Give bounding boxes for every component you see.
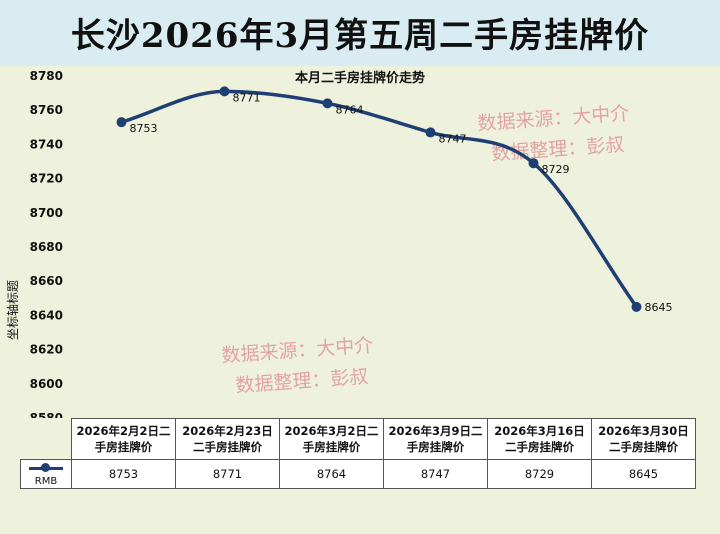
legend-label: RMB — [34, 476, 58, 487]
y-tick-label: 8700 — [30, 206, 63, 220]
title-bar: 长沙2026年3月第五周二手房挂牌价 — [0, 0, 720, 66]
data-label: 8645 — [645, 301, 673, 314]
watermark-source: 数据来源：大中介 — [221, 334, 374, 367]
data-points: 8753 8771 8764 8747 8729 8645 — [116, 86, 673, 314]
y-tick-label: 8620 — [30, 343, 63, 357]
y-tick-label: 8680 — [30, 240, 63, 254]
data-label: 8771 — [233, 91, 261, 104]
table-cell-value: 8645 — [591, 459, 696, 489]
data-label: 8764 — [336, 103, 364, 116]
y-tick-label: 8720 — [30, 172, 63, 186]
y-tick-label: 8740 — [30, 137, 63, 151]
series-line-rmb — [119, 89, 639, 309]
y-tick-label: 8760 — [30, 103, 63, 117]
category-label: 2026年2月23日 二手房挂牌价 — [175, 418, 280, 460]
watermark-source: 数据来源：大中介 — [477, 102, 630, 135]
watermark-group: 数据来源：大中介 数据整理：彭叔 数据来源：大中介 数据整理：彭叔 — [221, 102, 630, 397]
category-label: 2026年3月9日二 手房挂牌价 — [383, 418, 488, 460]
y-axis: 8780 8760 8740 8720 8700 8680 8660 8640 8620 8600… — [30, 69, 63, 418]
y-axis-label: 坐标轴标题 — [5, 280, 20, 340]
data-label: 8747 — [439, 132, 467, 145]
chart-title: 本月二手房挂牌价走势 — [295, 70, 425, 86]
data-point — [631, 301, 642, 312]
category-label: 2026年3月2日二 手房挂牌价 — [279, 418, 384, 460]
table-cell-value: 8747 — [383, 459, 488, 489]
data-point — [116, 117, 127, 128]
data-point — [219, 86, 230, 97]
table-row: RMB 8753 8771 8764 8747 8729 8645 — [20, 459, 696, 489]
y-tick-label: 8600 — [30, 377, 63, 391]
y-tick-label: 8640 — [30, 308, 63, 322]
legend-marker — [41, 462, 50, 472]
legend-cell: RMB — [20, 459, 72, 489]
category-row: 2026年2月2日二 手房挂牌价 2026年2月23日 二手房挂牌价 2026年3月2日… — [20, 418, 696, 460]
data-point — [425, 127, 436, 138]
data-label: 8753 — [130, 122, 158, 135]
category-label: 2026年3月16日 二手房挂牌价 — [487, 418, 592, 460]
data-label: 8729 — [542, 163, 570, 176]
y-tick-label: 8780 — [30, 69, 63, 83]
y-tick-label: 8660 — [30, 274, 63, 288]
category-label: 2026年2月2日二 手房挂牌价 — [71, 418, 176, 460]
data-point — [528, 158, 539, 169]
category-label: 2026年3月30日 二手房挂牌价 — [591, 418, 696, 460]
table-cell-value: 8729 — [487, 459, 592, 489]
page-title: 长沙2026年3月第五周二手房挂牌价 — [70, 16, 650, 56]
data-table: 2026年2月2日二 手房挂牌价 2026年2月23日 二手房挂牌价 2026年3月2日… — [20, 418, 696, 489]
line-chart: 本月二手房挂牌价走势 87808760874087208700868086608… — [5, 69, 673, 418]
watermark-author: 数据整理：彭叔 — [235, 366, 369, 397]
table-cell-value: 8764 — [279, 459, 384, 489]
table-corner — [20, 418, 72, 460]
table-cell-value: 8753 — [71, 459, 176, 489]
y-tick-label: 8580 — [30, 411, 63, 418]
table-cell-value: 8771 — [175, 459, 280, 489]
legend-line-icon — [29, 462, 63, 473]
data-point — [322, 98, 333, 109]
